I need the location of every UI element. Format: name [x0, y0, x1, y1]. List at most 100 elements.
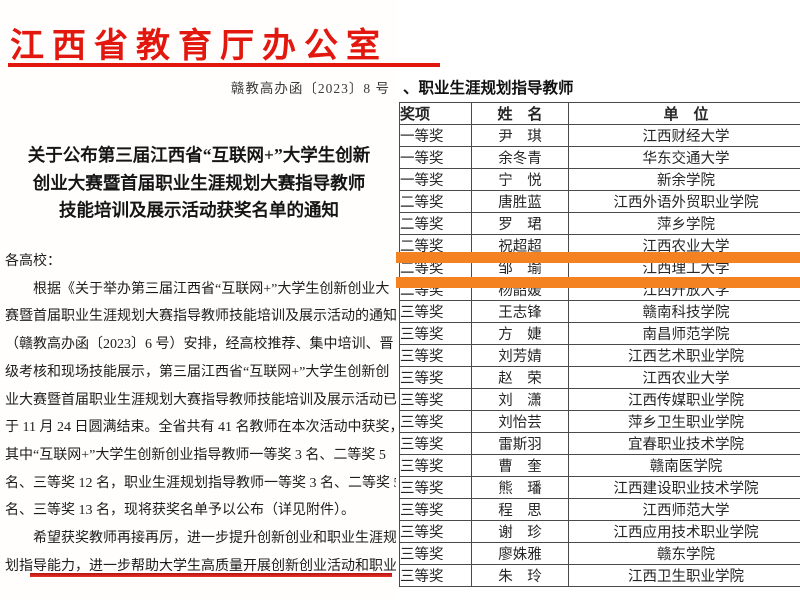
- cell-unit: 江西建设职业技术学院: [568, 476, 800, 499]
- cell-unit: 新余学院: [568, 168, 800, 191]
- footer-red-rule: [30, 573, 392, 577]
- notice-title-line: 创业大赛暨首届职业生涯规划大赛指导教师: [32, 172, 366, 193]
- cell-award: 三等奖: [399, 300, 472, 323]
- body-line: 各高校：: [5, 254, 61, 269]
- body-line: 名、三等奖 13 名，现将获奖名单予以公布（详见附件）。: [5, 503, 355, 519]
- cell-unit: 江西传媒职业学院: [568, 388, 800, 411]
- cell-unit: 南昌师范学院: [568, 322, 800, 345]
- cell-unit: 宜春职业技术学院: [568, 432, 800, 455]
- cell-award: 三等奖: [399, 322, 472, 345]
- table-row: 二等奖 唐胜蓝 江西外语外贸职业学院: [399, 190, 800, 213]
- table-row: 三等奖赵 荣江西农业大学: [399, 366, 800, 389]
- highlight-bar-bottom: [396, 277, 800, 288]
- table-row: 二等奖罗 珺萍乡学院: [399, 212, 800, 235]
- body-line: 划指导能力，进一步帮助大学生高质量开展创新创业活动和职业: [5, 558, 397, 574]
- body-line: 业大赛暨首届职业生涯规划大赛指导教师技能培训及展示活动已: [5, 392, 397, 408]
- cell-award: 三等奖: [399, 388, 472, 411]
- table-row: 三等奖 雷斯羽 宜春职业技术学院: [399, 432, 800, 455]
- body-line: 赛暨首届职业生涯规划大赛指导教师技能培训及展示活动的通知》: [5, 309, 411, 325]
- cell-name: 程 思: [471, 498, 569, 521]
- column-header-unit: 单 位: [568, 102, 800, 125]
- cell-name: 廖姝雅: [471, 542, 569, 565]
- cell-award: 二等奖: [399, 212, 472, 235]
- award-winners-table: 奖项 姓 名 单 位 一等奖尹 琪江西财经大学 一等奖 余冬青 华东交通大学 一等奖宁 …: [399, 102, 800, 587]
- table-row: 三等奖刘 潇江西传媒职业学院: [399, 388, 800, 411]
- cell-name: 唐胜蓝: [471, 190, 569, 213]
- body-line: 名、三等奖 12 名，职业生涯规划指导教师一等奖 3 名、二等奖 5: [5, 475, 401, 491]
- body-line: 希望获奖教师再接再厉，进一步提升创新创业和职业生涯规: [5, 531, 397, 547]
- table-row: 三等奖曹 奎赣南医学院: [399, 454, 800, 477]
- cell-award: 三等奖: [399, 520, 472, 543]
- table-header-row: 奖项 姓 名 单 位: [399, 102, 800, 125]
- cell-name: 谢 珍: [471, 520, 569, 543]
- cell-name: 赵 荣: [471, 366, 569, 389]
- cell-unit: 华东交通大学: [568, 146, 800, 169]
- body-line: 于 11 月 24 日圆满结束。全省共有 41 名教师在本次活动中获奖，: [5, 420, 404, 436]
- issuing-office-title: 江西省教育厅办公室: [10, 28, 388, 65]
- cell-award: 一等奖: [399, 124, 472, 147]
- table-row: 三等奖 廖姝雅 赣东学院: [399, 542, 800, 565]
- cell-name: 宁 悦: [471, 168, 569, 191]
- cell-name: 尹 琪: [471, 124, 569, 147]
- table-row: 一等奖尹 琪江西财经大学: [399, 124, 800, 147]
- cell-unit: 江西师范大学: [568, 498, 800, 521]
- table-row: 三等奖朱 玲江西卫生职业学院: [399, 564, 800, 587]
- award-table-panel: 、职业生涯规划指导教师 奖项 姓 名 单 位 一等奖尹 琪江西财经大学 一等奖 余冬…: [396, 71, 800, 600]
- cell-name: 罗 珺: [471, 212, 569, 235]
- cell-award: 三等奖: [399, 344, 472, 367]
- table-row: 一等奖 余冬青 华东交通大学: [399, 146, 800, 169]
- cell-unit: 江西农业大学: [568, 366, 800, 389]
- cell-unit: 赣东学院: [568, 542, 800, 565]
- table-row: 三等奖熊 璠江西建设职业技术学院: [399, 476, 800, 499]
- cell-award: 三等奖: [399, 432, 472, 455]
- cell-unit: 萍乡卫生职业学院: [568, 410, 800, 433]
- table-row: 一等奖宁 悦新余学院: [399, 168, 800, 191]
- cell-award: 三等奖: [399, 454, 472, 477]
- highlight-bar-top: [396, 252, 800, 263]
- body-line: （赣教高办函〔2023〕6 号）安排，经高校推荐、集中培训、晋: [5, 337, 394, 353]
- cell-name: 祝超超: [471, 234, 569, 257]
- cell-name: 方 婕: [471, 322, 569, 345]
- body-line: 其中“互联网+”大学生创新创业指导教师一等奖 3 名、二等奖 5: [5, 447, 386, 463]
- cell-name: 熊 璠: [471, 476, 569, 499]
- column-header-award: 奖项: [399, 102, 472, 125]
- cell-award: 二等奖: [399, 234, 472, 257]
- body-line: 级考核和现场技能展示，第三届江西省“互联网+”大学生创新创: [5, 364, 390, 380]
- table-row: 二等奖 祝超超 江西农业大学: [399, 234, 800, 257]
- document-number: 赣教高办函〔2023〕8 号: [230, 81, 390, 96]
- table-row: 三等奖程 思江西师范大学: [399, 498, 800, 521]
- table-row: 三等奖 刘怡芸 萍乡卫生职业学院: [399, 410, 800, 433]
- cell-unit: 江西外语外贸职业学院: [568, 190, 800, 213]
- table-row: 三等奖 王志锋 赣南科技学院: [399, 300, 800, 323]
- body-line: 根据《关于举办第三届江西省“互联网+”大学生创新创业大: [5, 281, 390, 297]
- notice-body: 各高校： 根据《关于举办第三届江西省“互联网+”大学生创新创业大 赛暨首届职业生…: [5, 248, 411, 580]
- notice-document: 江西省教育厅办公室 赣教高办函〔2023〕8 号 关于公布第三届江西省“互联网+…: [0, 0, 440, 600]
- cell-name: 朱 玲: [471, 564, 569, 587]
- notice-title-line: 技能培训及展示活动获奖名单的通知: [59, 200, 339, 220]
- cell-unit: 萍乡学院: [568, 212, 800, 235]
- cell-unit: 江西应用技术职业学院: [568, 520, 800, 543]
- table-row: 三等奖方 婕南昌师范学院: [399, 322, 800, 345]
- cell-name: 雷斯羽: [471, 432, 569, 455]
- cell-unit: 江西艺术职业学院: [568, 344, 800, 367]
- table-row: 三等奖 刘芳婧 江西艺术职业学院: [399, 344, 800, 367]
- cell-name: 刘怡芸: [471, 410, 569, 433]
- cell-name: 刘芳婧: [471, 344, 569, 367]
- cell-unit: 江西财经大学: [568, 124, 800, 147]
- cell-award: 一等奖: [399, 146, 472, 169]
- notice-title: 关于公布第三届江西省“互联网+”大学生创新 创业大赛暨首届职业生涯规划大赛指导教…: [0, 142, 398, 225]
- table-row: 三等奖谢 珍江西应用技术职业学院: [399, 520, 800, 543]
- cell-award: 二等奖: [399, 190, 472, 213]
- cell-award: 三等奖: [399, 410, 472, 433]
- column-header-name: 姓 名: [471, 102, 569, 125]
- cell-award: 三等奖: [399, 564, 472, 587]
- cell-name: 刘 潇: [471, 388, 569, 411]
- cell-award: 三等奖: [399, 498, 472, 521]
- cell-name: 王志锋: [471, 300, 569, 323]
- cell-unit: 赣南医学院: [568, 454, 800, 477]
- header-red-rule: [8, 63, 440, 67]
- cell-name: 余冬青: [471, 146, 569, 169]
- table-section-title: 、职业生涯规划指导教师: [403, 80, 574, 97]
- cell-award: 三等奖: [399, 542, 472, 565]
